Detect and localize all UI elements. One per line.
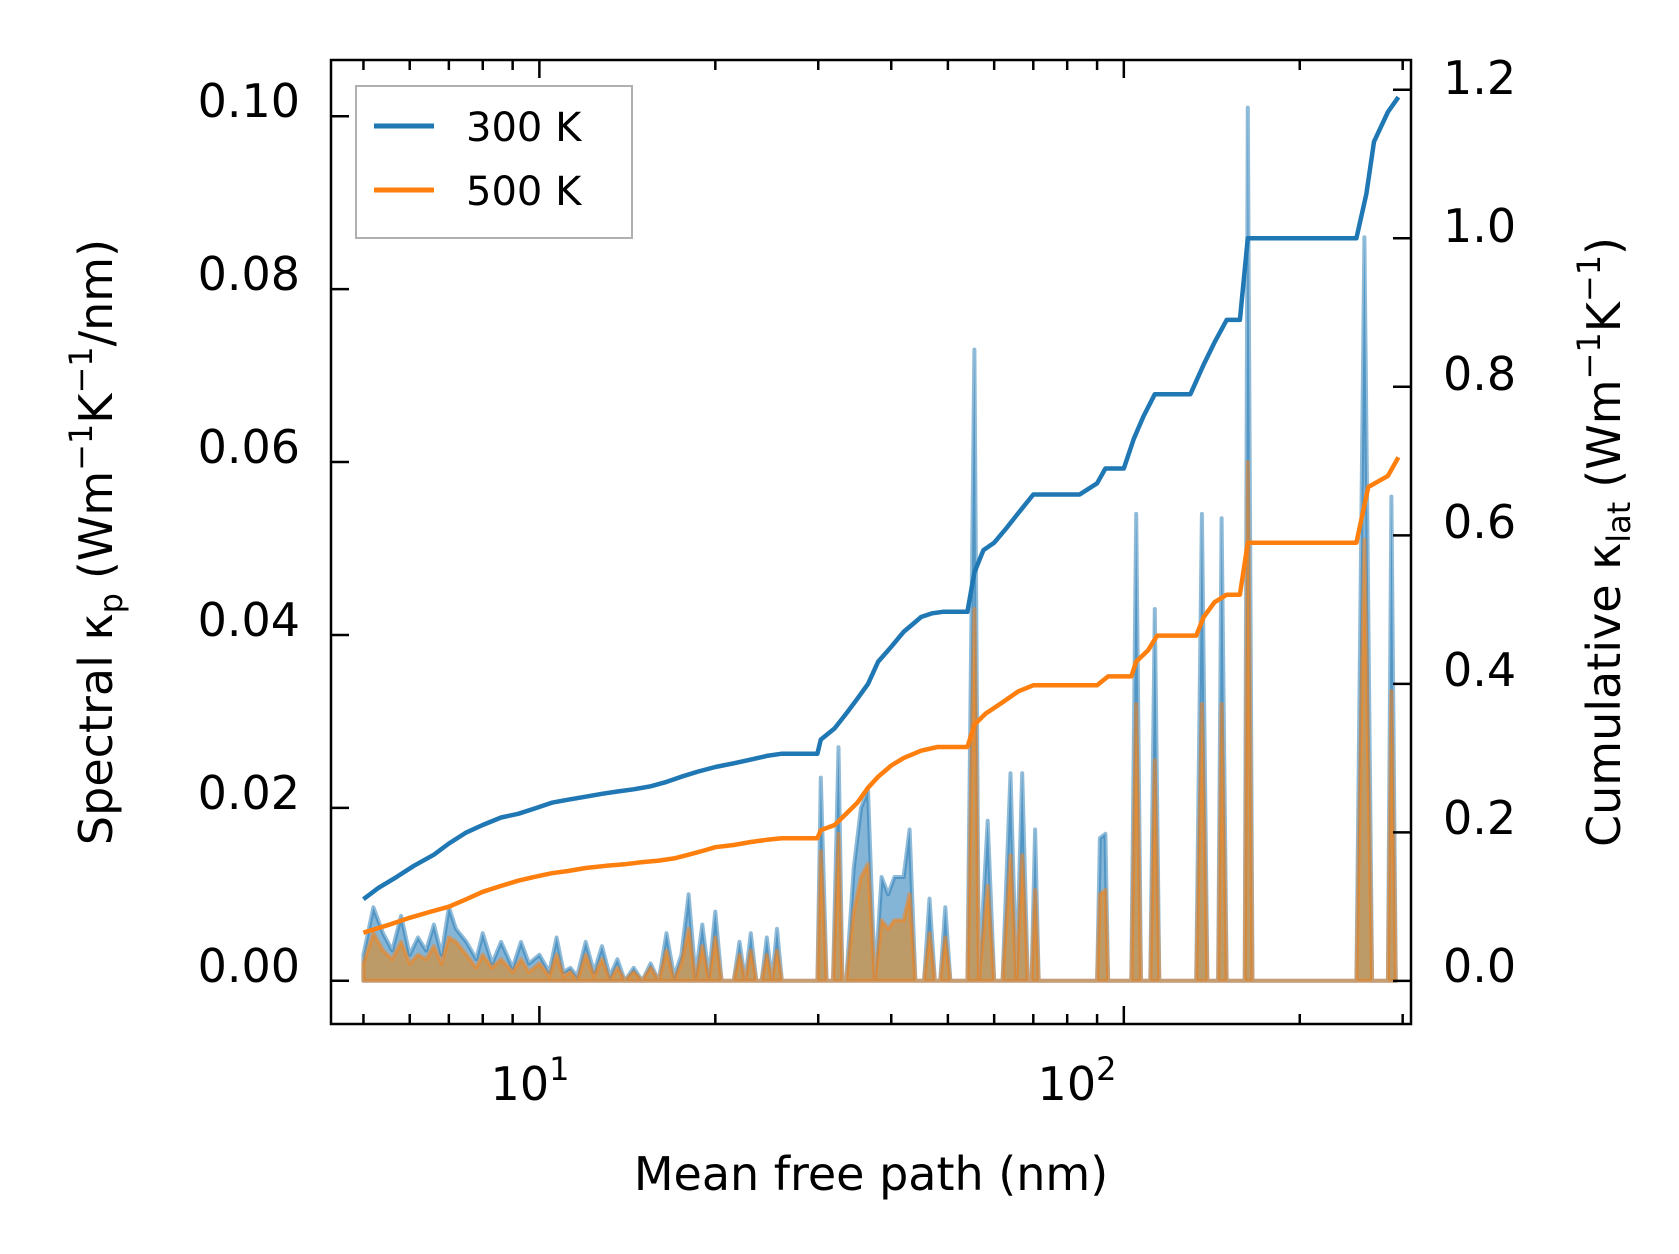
legend-label-500k: 500 K xyxy=(466,169,583,215)
right-axis-title-exp1: −1 xyxy=(1570,332,1608,379)
left-tick-label-0: 0.00 xyxy=(198,939,300,993)
left-axis-title-sub: p xyxy=(92,593,130,613)
right-axis-title-sub: lat xyxy=(1600,502,1638,543)
right-tick-label-6: 1.2 xyxy=(1443,51,1516,105)
spectral-area-500k xyxy=(361,460,1398,983)
spectral-fill-layer xyxy=(361,105,1398,983)
left-tick-label-1: 0.02 xyxy=(198,766,300,820)
cumulative-line-300k xyxy=(362,95,1401,901)
cumulative-line-layer xyxy=(362,95,1401,935)
left-tick-label-2: 0.04 xyxy=(198,593,300,647)
right-tick-label-3: 0.6 xyxy=(1443,495,1516,549)
tick-layer xyxy=(331,60,1411,1024)
left-tick-label-4: 0.08 xyxy=(198,247,300,301)
legend: 300 K 500 K xyxy=(355,85,633,239)
cumulative-line-500k xyxy=(362,456,1401,935)
right-tick-label-2: 0.4 xyxy=(1443,643,1516,697)
legend-box xyxy=(355,85,633,239)
left-tick-label-3: 0.06 xyxy=(198,420,300,474)
right-tick-label-1: 0.2 xyxy=(1443,791,1516,845)
right-tick-label-5: 1.0 xyxy=(1443,199,1516,253)
right-axis-title-exp2: −1 xyxy=(1570,255,1608,302)
plot-frame xyxy=(329,58,1413,1026)
legend-label-300k: 300 K xyxy=(466,105,583,151)
x-tick-label-1e1: 101 xyxy=(491,1050,570,1111)
right-axis-title: Cumulative κlat(Wm−1K−1) xyxy=(1570,237,1638,847)
left-axis-title: Spectral κp(Wm−1K−1/nm) xyxy=(62,239,130,845)
right-tick-label-0: 0.0 xyxy=(1443,939,1516,993)
x-axis-title: Mean free path (nm) xyxy=(634,1147,1108,1201)
left-tick-label-5: 0.10 xyxy=(198,74,300,128)
left-axis-title-exp2: −1 xyxy=(62,346,100,393)
left-axis-title-exp1: −1 xyxy=(62,424,100,471)
x-tick-label-1e2: 102 xyxy=(1038,1050,1117,1111)
x-tick-exp-1e2: 2 xyxy=(1096,1050,1116,1088)
x-tick-exp-1e1: 1 xyxy=(549,1050,569,1088)
right-tick-label-4: 0.8 xyxy=(1443,347,1516,401)
